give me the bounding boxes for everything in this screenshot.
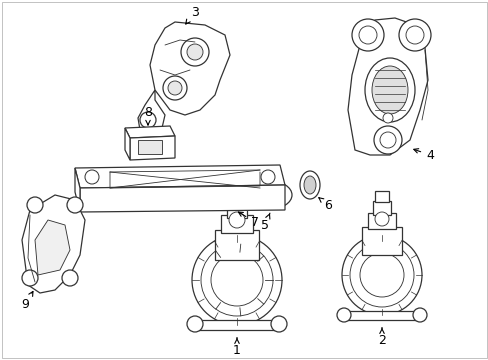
Circle shape [374,212,388,226]
Polygon shape [75,168,80,212]
Bar [343,311,419,320]
Text: 8: 8 [143,105,152,125]
Circle shape [181,38,208,66]
Bar [374,191,388,202]
Bar [361,227,401,255]
Bar [138,140,162,154]
Polygon shape [125,126,175,138]
Polygon shape [130,136,175,160]
Text: 1: 1 [233,338,241,356]
Circle shape [27,197,43,213]
Bar [367,213,395,229]
Ellipse shape [364,58,414,122]
Bar [228,192,244,204]
Ellipse shape [304,176,315,194]
Circle shape [373,126,401,154]
Circle shape [140,112,156,128]
Polygon shape [138,90,164,135]
Circle shape [186,44,203,60]
Circle shape [336,308,350,322]
Polygon shape [125,128,130,160]
Circle shape [192,235,282,325]
Text: 4: 4 [413,149,433,162]
Text: 9: 9 [21,292,33,311]
Circle shape [382,113,392,123]
Circle shape [228,212,244,228]
Circle shape [270,316,286,332]
Polygon shape [22,195,85,293]
Circle shape [261,170,274,184]
Text: 5: 5 [261,213,269,231]
Text: 7: 7 [238,212,259,229]
Bar [215,230,259,260]
Polygon shape [35,220,70,275]
Circle shape [405,26,423,44]
Polygon shape [347,18,427,155]
Ellipse shape [371,66,407,114]
Circle shape [412,308,426,322]
Bar [372,201,390,215]
Bar [226,202,246,218]
Circle shape [62,270,78,286]
Ellipse shape [256,186,284,204]
Text: 3: 3 [185,5,199,24]
Bar [221,215,252,233]
Text: 6: 6 [318,198,331,212]
Ellipse shape [299,171,319,199]
Polygon shape [150,22,229,115]
Circle shape [168,81,182,95]
Text: 2: 2 [377,328,385,346]
Circle shape [398,19,430,51]
Circle shape [210,254,263,306]
Polygon shape [80,185,285,212]
Bar [195,320,279,330]
Circle shape [359,253,403,297]
Circle shape [349,243,413,307]
Polygon shape [75,165,285,188]
Circle shape [67,197,83,213]
Circle shape [22,270,38,286]
Circle shape [351,19,383,51]
Circle shape [358,26,376,44]
Circle shape [186,316,203,332]
Circle shape [163,76,186,100]
Circle shape [379,132,395,148]
Ellipse shape [247,181,291,209]
Circle shape [201,244,272,316]
Circle shape [85,170,99,184]
Circle shape [341,235,421,315]
